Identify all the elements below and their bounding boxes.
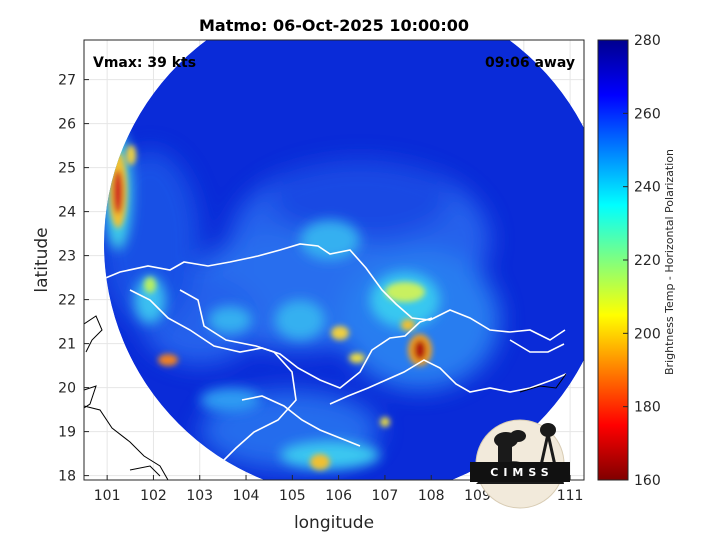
y-tick-label: 18 [58, 469, 76, 485]
x-tick-label: 103 [186, 488, 213, 504]
colorbar-tick-label: 180 [634, 400, 661, 416]
colorbar-tick-label: 260 [634, 106, 661, 122]
radar-swath [84, 40, 584, 480]
x-tick-label: 102 [140, 488, 167, 504]
colorbar-tick-label: 220 [634, 253, 661, 269]
y-tick-label: 21 [58, 337, 76, 353]
x-tick-label: 111 [557, 488, 584, 504]
y-tick-label: 25 [58, 161, 76, 177]
colorbar-tick-label: 200 [634, 326, 661, 342]
plot-title: Matmo: 06-Oct-2025 10:00:00 [199, 16, 469, 35]
y-tick-label: 23 [58, 249, 76, 265]
y-tick-label: 22 [58, 293, 76, 309]
convective-cores [109, 145, 432, 470]
colorbar-tick-label: 160 [634, 473, 661, 489]
colorbar-label: Brightness Temp - Horizontal Polarizatio… [663, 149, 676, 375]
y-tick-label: 20 [58, 381, 76, 397]
colorbar-tick-label: 280 [634, 33, 661, 49]
cimss-logo-text: CIMSS [490, 466, 553, 479]
vmax-label: Vmax: 39 kts [93, 55, 196, 71]
coastlines-outside-swath [84, 315, 567, 480]
x-tick-label: 107 [372, 488, 399, 504]
x-tick-label: 109 [464, 488, 491, 504]
colorbar-tick-label: 240 [634, 180, 661, 196]
y-tick-label: 24 [58, 205, 76, 221]
x-tick-label: 106 [325, 488, 352, 504]
y-tick-label: 19 [58, 425, 76, 441]
y-tick-label: 26 [58, 117, 76, 133]
x-axis-label: longitude [294, 513, 374, 533]
colorbar-ticks: 280 260 240 220 200 180 160 [623, 33, 661, 489]
coastlines-in-swath [104, 243, 567, 480]
y-axis: 27 26 25 24 23 22 21 20 19 18 [58, 73, 89, 485]
x-tick-label: 101 [94, 488, 121, 504]
x-tick-label: 108 [418, 488, 445, 504]
y-tick-label: 27 [58, 73, 76, 89]
y-axis-label: latitude [32, 227, 52, 292]
x-tick-label: 105 [279, 488, 306, 504]
x-tick-label: 104 [233, 488, 260, 504]
time-away-label: 09:06 away [485, 55, 575, 71]
axes-box [83, 39, 585, 481]
cimss-logo: CIMSS [470, 419, 570, 509]
